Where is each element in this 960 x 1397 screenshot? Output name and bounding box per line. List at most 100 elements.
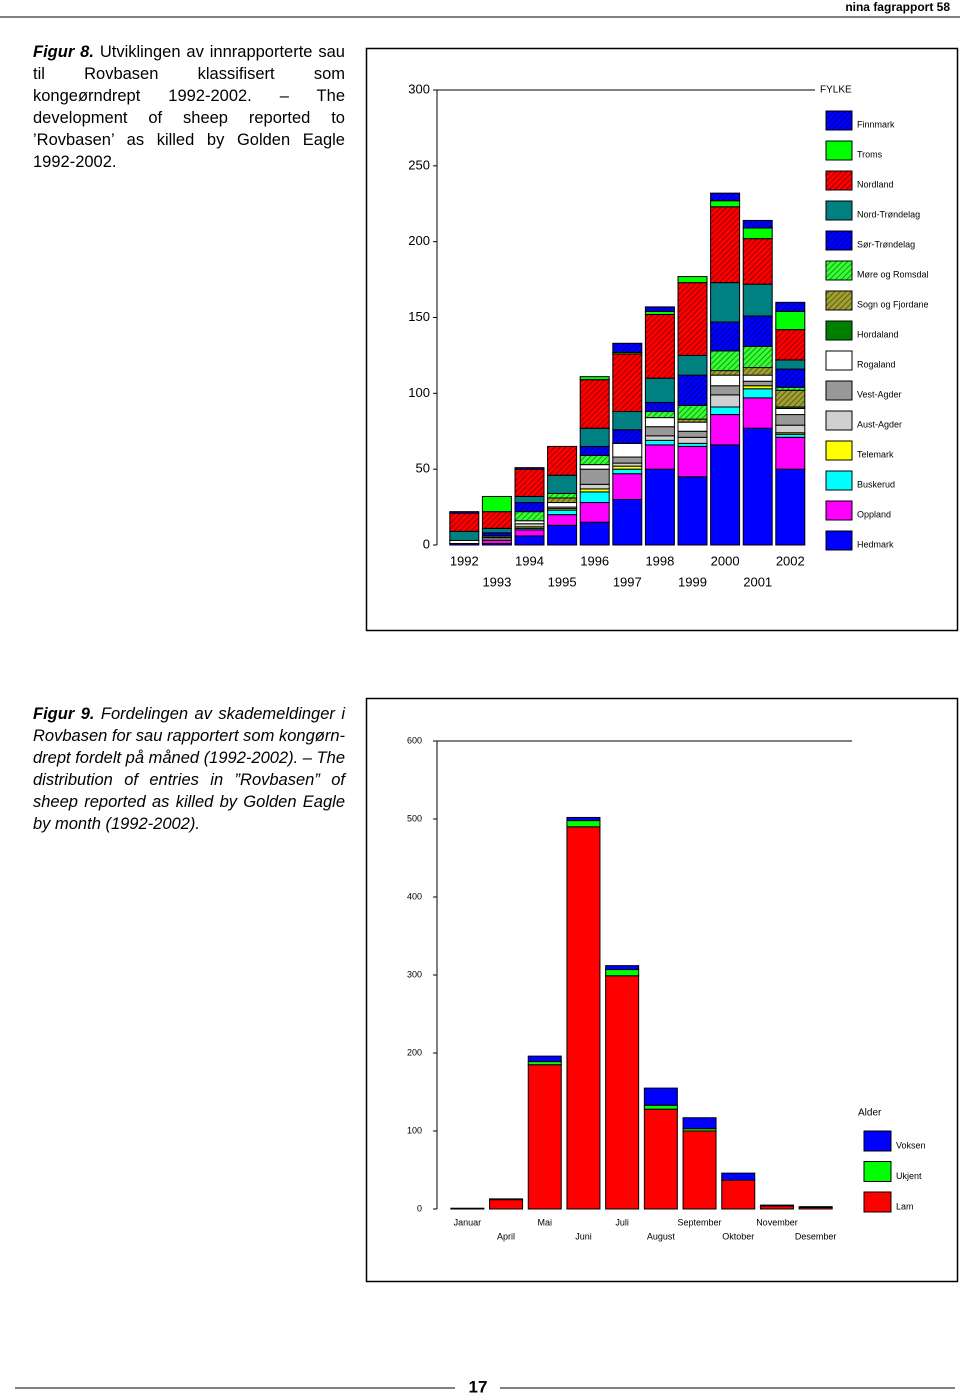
x-tick-label: September xyxy=(678,1217,722,1227)
bar-segment xyxy=(644,444,675,470)
bar-segment xyxy=(644,411,675,419)
bar-segment xyxy=(514,467,545,470)
bar-segment xyxy=(579,427,610,447)
bar-segment xyxy=(710,350,741,372)
bar-segment xyxy=(742,315,773,347)
bar-segment xyxy=(643,1108,678,1210)
bar-segment xyxy=(527,1055,562,1063)
bar-segment xyxy=(579,455,610,466)
bar-segment xyxy=(514,502,545,513)
bar-segment xyxy=(742,367,773,376)
bar-segment xyxy=(775,368,806,388)
bar-segment xyxy=(677,354,708,376)
bar-segment xyxy=(677,282,708,356)
bar-segment xyxy=(742,397,773,429)
x-tick-label: November xyxy=(756,1217,798,1227)
bar-segment xyxy=(579,468,610,485)
bar-segment xyxy=(742,227,773,240)
bar-segment xyxy=(710,200,741,208)
legend-swatch xyxy=(825,440,853,461)
bar-segment xyxy=(547,445,578,476)
legend-swatch xyxy=(825,380,853,401)
bar-segment xyxy=(449,512,480,532)
legend-label: Lam xyxy=(896,1201,914,1211)
y-tick-label: 500 xyxy=(407,813,422,823)
bar-segment xyxy=(489,1198,524,1201)
legend-swatch xyxy=(863,1161,892,1182)
y-tick-label: 300 xyxy=(408,81,430,96)
bar-segment xyxy=(566,820,601,828)
bar-segment xyxy=(579,464,610,470)
bar-segment xyxy=(612,499,643,546)
legend-label: Sogn og Fjordane xyxy=(857,300,929,310)
bar-segment xyxy=(644,377,675,403)
legend-label: Aust-Agder xyxy=(857,420,902,430)
legend-label: Vest-Agder xyxy=(857,390,902,400)
bar-segment xyxy=(612,442,643,458)
bar-segment xyxy=(605,965,640,971)
bar-segment xyxy=(742,427,773,546)
figure-label: Figur 8. xyxy=(33,43,94,61)
bar-segment xyxy=(775,414,806,426)
bar-segment xyxy=(579,491,610,504)
legend-label: Hordaland xyxy=(857,330,899,340)
x-tick-label: Juni xyxy=(575,1231,592,1241)
bar-segment xyxy=(566,826,601,1210)
figure-8-frame xyxy=(365,47,959,632)
bar-segment xyxy=(677,276,708,284)
x-tick-label: 1999 xyxy=(678,574,707,589)
bar-segment xyxy=(579,483,610,490)
bar-segment xyxy=(644,313,675,379)
figure-9-caption: Figur 9. Fordelingen av skademeldinger i… xyxy=(33,703,345,835)
running-header: nina fagrapport 58 xyxy=(845,0,950,14)
legend-swatch xyxy=(825,350,853,371)
caption-text: Fordelingen av skademeldinger i Rovbasen… xyxy=(33,705,345,833)
x-tick-label: Mai xyxy=(537,1217,552,1227)
bar-segment xyxy=(644,417,675,428)
legend-swatch xyxy=(825,530,853,551)
bar-segment xyxy=(547,524,578,546)
y-tick-label: 250 xyxy=(408,157,430,172)
bar-segment xyxy=(775,424,806,434)
bar-segment xyxy=(547,492,578,499)
bar-segment xyxy=(710,321,741,352)
bar-segment xyxy=(566,816,601,822)
bar-segment xyxy=(742,380,773,387)
x-tick-label: August xyxy=(647,1231,676,1241)
legend-swatch xyxy=(863,1191,892,1213)
figure-9-frame xyxy=(365,697,959,1283)
bar-segment xyxy=(775,389,806,408)
bar-segment xyxy=(721,1179,756,1210)
bar-segment xyxy=(721,1172,756,1181)
bar-segment xyxy=(644,401,675,413)
legend-label: Voksen xyxy=(896,1140,926,1150)
bar-segment xyxy=(449,511,480,514)
bar-segment xyxy=(612,411,643,431)
bar-segment xyxy=(612,342,643,353)
x-tick-label: Juli xyxy=(615,1217,629,1227)
legend-label: Ukjent xyxy=(896,1171,922,1181)
bar-segment xyxy=(677,445,708,478)
bar-segment xyxy=(677,430,708,438)
bar-segment xyxy=(579,445,610,457)
x-tick-label: 1992 xyxy=(450,553,479,568)
bar-segment xyxy=(605,969,640,977)
bar-segment xyxy=(710,444,741,546)
legend-swatch xyxy=(825,110,853,131)
y-tick-label: 150 xyxy=(408,309,430,324)
bar-segment xyxy=(612,473,643,501)
y-tick-label: 300 xyxy=(407,969,422,979)
bar-segment xyxy=(579,502,610,523)
y-tick-label: 50 xyxy=(416,461,430,476)
bar-segment xyxy=(742,238,773,285)
bar-segment xyxy=(710,206,741,284)
bar-segment xyxy=(579,376,610,381)
legend-label: Buskerud xyxy=(857,480,895,490)
bar-segment xyxy=(775,301,806,312)
bar-segment xyxy=(644,439,675,446)
bar-segment xyxy=(612,353,643,413)
bar-segment xyxy=(547,474,578,494)
bar-segment xyxy=(547,497,578,504)
x-tick-label: 1997 xyxy=(613,574,642,589)
legend-title: Alder xyxy=(858,1108,882,1119)
